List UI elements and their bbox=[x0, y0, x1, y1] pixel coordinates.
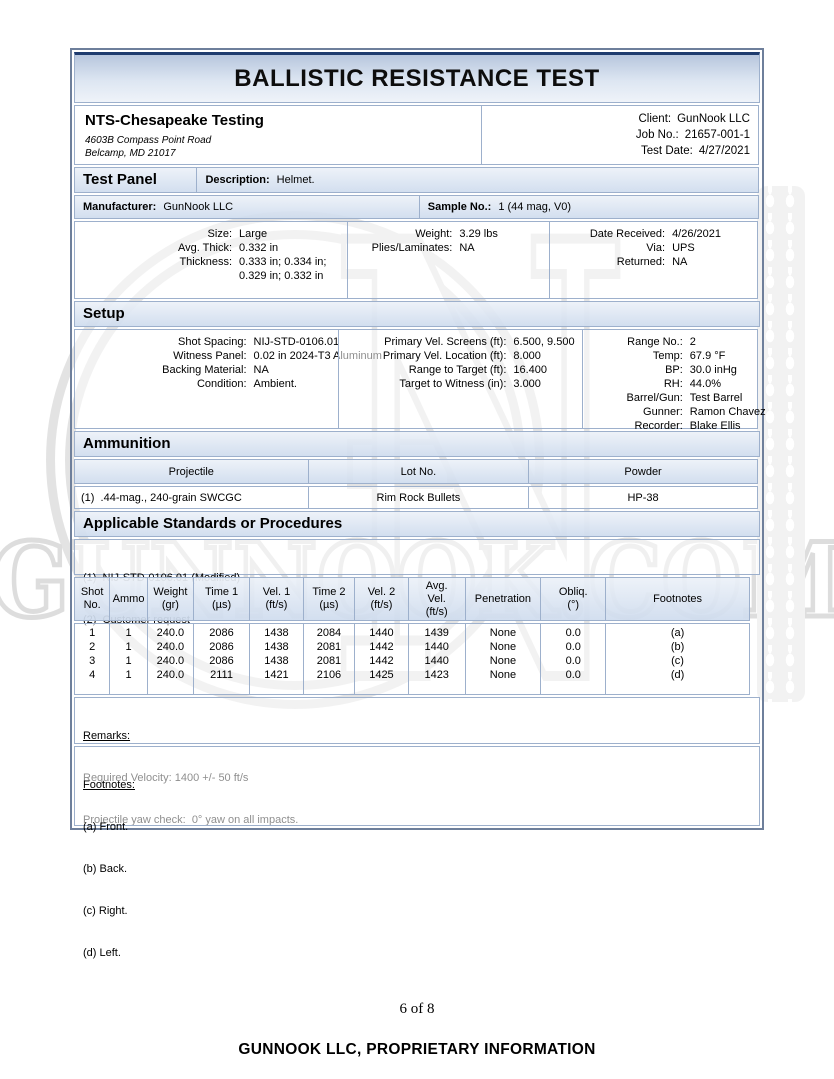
footnotes-content: Footnotes: (a) Front. (b) Back. (c) Righ… bbox=[74, 746, 760, 959]
projectile-value: (1) .44-mag., 240-grain SWCGC bbox=[74, 486, 309, 509]
penetration-column: None None None None bbox=[464, 623, 542, 695]
time2-column: 2084 2081 2081 2106 bbox=[302, 623, 356, 695]
job-no-value: 21657-001-1 bbox=[684, 129, 750, 141]
col-header-powder: Powder bbox=[528, 459, 758, 484]
setup-section-header: Setup bbox=[74, 301, 760, 327]
client-line: Client: GunNook LLC bbox=[638, 113, 750, 125]
lab-info-cell: NTS-Chesapeake Testing 4603B Compass Poi… bbox=[74, 105, 483, 165]
vel1-column: 1438 1438 1438 1421 bbox=[249, 623, 304, 695]
lab-address: 4603B Compass Point Road Belcamp, MD 210… bbox=[85, 134, 471, 160]
remarks-label: Remarks: bbox=[83, 730, 131, 742]
job-info-cell: Client: GunNook LLC Job No.: 21657-001-1 T… bbox=[481, 105, 759, 165]
ammunition-section-header: Ammunition bbox=[74, 431, 760, 457]
sample-no-cell: Sample No.: 1 (44 mag, V0) bbox=[418, 195, 759, 219]
description-cell: Description: Helmet. bbox=[196, 167, 759, 193]
col-header-shot-no: Shot No. bbox=[74, 577, 111, 621]
lab-name: NTS-Chesapeake Testing bbox=[85, 112, 264, 129]
shot-table-header: Shot No. Ammo Weight (gr) Time 1 (µs) Ve… bbox=[74, 577, 760, 621]
col-header-time1: Time 1 (µs) bbox=[193, 577, 251, 621]
halftone-dots-decoration bbox=[757, 186, 805, 702]
manufacturer-cell: Manufacturer: GunNook LLC bbox=[74, 195, 420, 219]
page-number: 6 of 8 bbox=[399, 1001, 435, 1017]
col-header-vel1: Vel. 1 (ft/s) bbox=[249, 577, 304, 621]
panel-details-row: Size: Large Avg. Thick: 0.332 in Thickness… bbox=[74, 221, 760, 299]
col-header-penetration: Penetration bbox=[464, 577, 542, 621]
report-title-bar: BALLISTIC RESISTANCE TEST bbox=[74, 52, 760, 103]
col-header-lot-no: Lot No. bbox=[307, 459, 530, 484]
job-no-line: Job No.: 21657-001-1 bbox=[635, 129, 750, 141]
manufacturer-value: GunNook LLC bbox=[163, 201, 234, 213]
lab-address-line2: Belcamp, MD 21017 bbox=[85, 148, 176, 159]
setup-velocity-cell: Primary Vel. Screens (ft): 6.500, 9.500 P… bbox=[337, 329, 583, 429]
report-header-row: NTS-Chesapeake Testing 4603B Compass Poi… bbox=[74, 105, 760, 165]
standards-list: (1) NIJ-STD-0106.01 (Modified) (2) Custo… bbox=[74, 539, 760, 626]
remarks-box: Remarks: Required Velocity: 1400 +/- 50 … bbox=[74, 697, 760, 826]
obliq-column: 0.0 0.0 0.0 0.0 bbox=[540, 623, 607, 695]
sample-no-value: 1 (44 mag, V0) bbox=[498, 201, 572, 213]
setup-details-row: Shot Spacing: NIJ-STD-0106.01 Witness Pan… bbox=[74, 329, 766, 432]
footnote-line: (b) Back. bbox=[83, 863, 128, 875]
standards-section-header: Applicable Standards or Procedures bbox=[74, 511, 760, 537]
ballistic-test-report: BALLISTIC RESISTANCE TEST NTS-Chesapeake… bbox=[70, 48, 766, 959]
panel-weight-cell: Weight: 3.29 lbs Plies/Laminates: NA bbox=[347, 221, 550, 299]
standards-list-row: (1) NIJ-STD-0106.01 (Modified) (2) Custo… bbox=[74, 539, 760, 626]
footnote-line: (c) Right. bbox=[83, 905, 128, 917]
description-value: Helmet. bbox=[276, 174, 315, 186]
col-header-ammo: Ammo bbox=[109, 577, 148, 621]
vel2-column: 1440 1442 1442 1425 bbox=[354, 623, 409, 695]
manufacturer-band: Manufacturer: GunNook LLC Sample No.: 1 … bbox=[74, 195, 760, 219]
page-title: BALLISTIC RESISTANCE TEST bbox=[234, 64, 600, 92]
footnote-line: (d) Left. bbox=[83, 947, 121, 959]
lot-no-value: Rim Rock Bullets bbox=[307, 486, 530, 509]
col-header-time2: Time 2 (µs) bbox=[302, 577, 356, 621]
ammunition-table-row: (1) .44-mag., 240-grain SWCGC Rim Rock B… bbox=[74, 486, 760, 509]
setup-range-cell: Range No.: 2 Temp: 67.9 °F BP: 30.0 inHg RH… bbox=[581, 329, 766, 432]
col-header-obliq: Obliq. (°) bbox=[540, 577, 607, 621]
footnotes-box: Footnotes: (a) Front. (b) Back. (c) Righ… bbox=[74, 746, 760, 959]
client-value: GunNook LLC bbox=[677, 113, 750, 125]
col-header-weight: Weight (gr) bbox=[146, 577, 195, 621]
weight-column: 240.0 240.0 240.0 240.0 bbox=[146, 623, 195, 695]
test-panel-section-label: Test Panel bbox=[74, 167, 198, 193]
test-date-line: Test Date: 4/27/2021 bbox=[641, 145, 750, 157]
col-header-avg-vel: Avg. Vel. (ft/s) bbox=[407, 577, 466, 621]
ammunition-table-header: Projectile Lot No. Powder bbox=[74, 459, 760, 484]
panel-received-cell: Date Received: 4/26/2021 Via: UPS Returned… bbox=[548, 221, 758, 299]
panel-size-cell: Size: Large Avg. Thick: 0.332 in Thickness… bbox=[74, 221, 349, 299]
col-header-footnotes: Footnotes bbox=[605, 577, 750, 621]
footnotes-column: (a) (b) (c) (d) bbox=[605, 623, 750, 695]
remarks-content: Remarks: Required Velocity: 1400 +/- 50 … bbox=[74, 697, 760, 826]
powder-value: HP-38 bbox=[528, 486, 758, 509]
time1-column: 2086 2086 2086 2111 bbox=[193, 623, 251, 695]
avg-vel-column: 1439 1440 1440 1423 bbox=[407, 623, 466, 695]
test-panel-band: Test Panel Description: Helmet. bbox=[74, 167, 760, 193]
footnotes-label: Footnotes: bbox=[83, 779, 135, 791]
test-date-value: 4/27/2021 bbox=[698, 145, 750, 157]
setup-conditions-cell: Shot Spacing: NIJ-STD-0106.01 Witness Pan… bbox=[74, 329, 382, 429]
proprietary-notice: GUNNOOK LLC, PROPRIETARY INFORMATION bbox=[238, 1041, 596, 1058]
lab-address-line1: 4603B Compass Point Road bbox=[85, 135, 212, 146]
col-header-projectile: Projectile bbox=[74, 459, 309, 484]
footnote-line: (a) Front. bbox=[83, 821, 129, 833]
col-header-vel2: Vel. 2 (ft/s) bbox=[354, 577, 409, 621]
